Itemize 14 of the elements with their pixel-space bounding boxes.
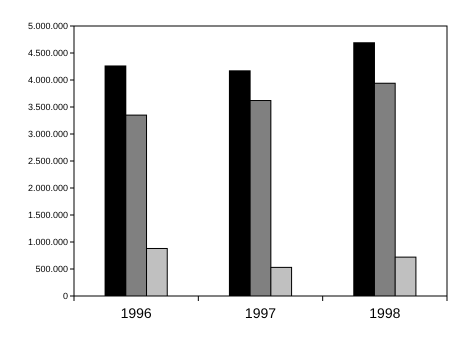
y-tick-label: 2.500.000 [28,156,68,166]
y-tick-label: 1.500.000 [28,210,68,220]
y-tick-label: 500.000 [35,264,68,274]
x-tick-label: 1998 [369,305,401,321]
y-tick-label: 0 [62,291,68,302]
y-tick-label: 3.000.000 [28,129,68,140]
y-tick-label: 1.000.000 [28,237,68,248]
y-tick-label: 2.000.000 [28,183,68,194]
x-tick-label: 1997 [244,305,276,321]
y-tick-label: 3.500.000 [28,102,68,112]
y-tick-label: 4.500.000 [28,48,68,58]
y-tick-label: 4.000.000 [28,75,68,86]
x-tick-label: 1996 [120,305,152,321]
y-tick-label: 5.000.000 [28,21,68,32]
